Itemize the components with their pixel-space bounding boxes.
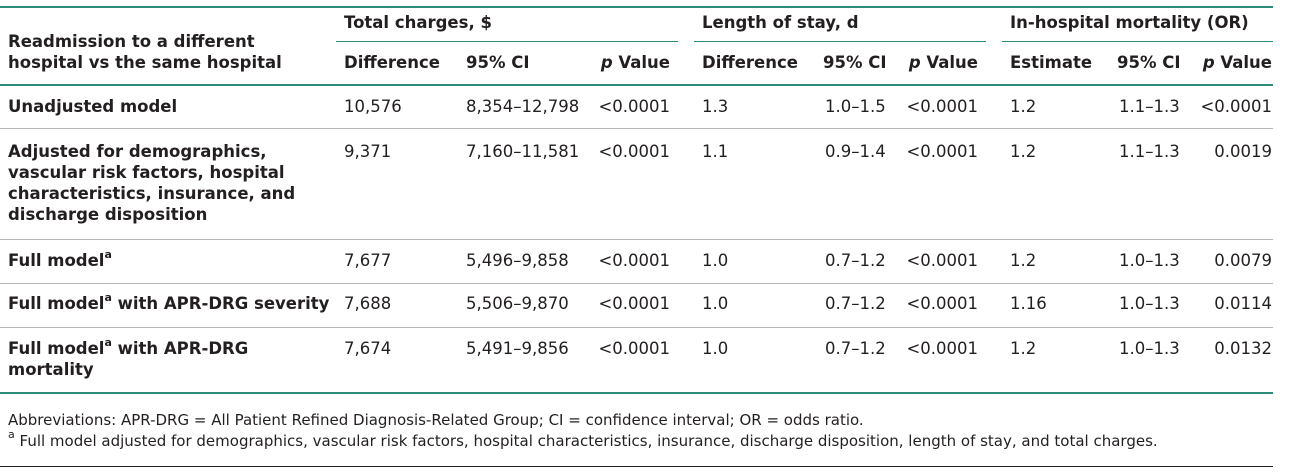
cell-r1-los-ci: 0.9–1.4: [825, 142, 886, 161]
cell-r0-charges-p: <0.0001: [598, 97, 670, 116]
col-header-charges-difference: Difference: [344, 53, 440, 72]
col-header-los-p: p Value: [878, 52, 978, 73]
p-italic: p: [1202, 53, 1215, 72]
cell-r1-charges-diff: 9,371: [344, 142, 392, 161]
cell-r2-mort-est: 1.2: [1010, 251, 1037, 270]
p-value-suffix: Value: [612, 53, 670, 72]
cell-r0-mort-ci: 1.1–1.3: [1119, 97, 1180, 116]
cell-r2-charges-diff: 7,677: [344, 251, 392, 270]
group-underline-total-charges: [336, 41, 678, 42]
cell-r0-charges-ci: 8,354–12,798: [466, 97, 580, 116]
p-value-suffix: Value: [920, 53, 978, 72]
group-underline-length-of-stay: [694, 41, 986, 42]
col-header-los-difference: Difference: [702, 53, 798, 72]
cell-r4-charges-p: <0.0001: [598, 339, 670, 358]
footnote-abbreviations: Abbreviations: APR-DRG = All Patient Ref…: [8, 411, 864, 429]
group-title-total-charges: Total charges, $: [344, 13, 492, 32]
row-label-full-model-mortality: Full modela with APR-DRG mortality: [8, 335, 258, 380]
table-top-rule: [0, 6, 1273, 8]
col-header-mortality-p: p Value: [1172, 52, 1272, 73]
cell-r1-charges-p: <0.0001: [598, 142, 670, 161]
cell-r1-mort-p: 0.0019: [1214, 142, 1272, 161]
cell-r4-mort-est: 1.2: [1010, 339, 1037, 358]
table-bottom-rule: [0, 392, 1273, 394]
cell-r4-los-ci: 0.7–1.2: [825, 339, 886, 358]
col-header-charges-p: p Value: [570, 52, 670, 73]
row-divider: [0, 327, 1273, 328]
cell-r2-los-diff: 1.0: [702, 251, 729, 270]
cell-r3-mort-est: 1.16: [1010, 294, 1047, 313]
p-value-suffix: Value: [1214, 53, 1272, 72]
cell-r3-los-p: <0.0001: [906, 294, 978, 313]
group-underline-mortality: [1002, 41, 1273, 42]
cell-r4-charges-diff: 7,674: [344, 339, 392, 358]
page-bottom-rule: [0, 466, 1273, 467]
cell-r4-charges-ci: 5,491–9,856: [466, 339, 569, 358]
cell-r4-los-diff: 1.0: [702, 339, 729, 358]
cell-r3-los-ci: 0.7–1.2: [825, 294, 886, 313]
cell-r3-mort-p: 0.0114: [1214, 294, 1272, 313]
cell-r1-los-p: <0.0001: [906, 142, 978, 161]
cell-r2-mort-p: 0.0079: [1214, 251, 1272, 270]
cell-r1-los-diff: 1.1: [702, 142, 729, 161]
cell-r3-los-diff: 1.0: [702, 294, 729, 313]
row-divider: [0, 128, 1273, 129]
cell-r1-mort-est: 1.2: [1010, 142, 1037, 161]
cell-r0-los-diff: 1.3: [702, 97, 729, 116]
p-italic: p: [600, 53, 613, 72]
group-title-length-of-stay: Length of stay, d: [702, 13, 859, 32]
header-bottom-rule: [0, 84, 1273, 86]
cell-r1-charges-ci: 7,160–11,581: [466, 142, 580, 161]
footnote-a-text: Full model adjusted for demographics, va…: [14, 432, 1158, 450]
cell-r1-mort-ci: 1.1–1.3: [1119, 142, 1180, 161]
cell-r3-charges-p: <0.0001: [598, 294, 670, 313]
cell-r2-charges-ci: 5,496–9,858: [466, 251, 569, 270]
row-label-text: Full model: [8, 294, 105, 313]
row-label-unadjusted: Unadjusted model: [8, 97, 178, 116]
cell-r3-charges-diff: 7,688: [344, 294, 392, 313]
col-header-mortality-ci: 95% CI: [1117, 53, 1181, 72]
stub-header: Readmission to a different hospital vs t…: [8, 32, 282, 72]
row-label-text: Full model: [8, 251, 105, 270]
row-label-adjusted: Adjusted for demographics, vascular risk…: [8, 142, 296, 224]
row-label-full-model-severity: Full modela with APR-DRG severity: [8, 290, 338, 314]
cell-r0-mort-est: 1.2: [1010, 97, 1037, 116]
cell-r0-charges-diff: 10,576: [344, 97, 402, 116]
col-header-charges-ci: 95% CI: [466, 53, 530, 72]
cell-r3-charges-ci: 5,506–9,870: [466, 294, 569, 313]
col-header-mortality-estimate: Estimate: [1010, 53, 1093, 72]
cell-r4-mort-p: 0.0132: [1214, 339, 1272, 358]
footnote-marker: a: [104, 290, 112, 304]
footnote-a: a Full model adjusted for demographics, …: [8, 428, 1158, 451]
cell-r0-mort-p: <0.0001: [1200, 97, 1272, 116]
row-label-suffix: with APR-DRG severity: [111, 294, 330, 313]
cell-r2-mort-ci: 1.0–1.3: [1119, 251, 1180, 270]
group-title-mortality: In-hospital mortality (OR): [1010, 13, 1249, 32]
row-label-full-model: Full modela: [8, 247, 328, 271]
p-italic: p: [908, 53, 921, 72]
row-label-suffix: with APR-DRG mortality: [8, 339, 249, 379]
cell-r3-mort-ci: 1.0–1.3: [1119, 294, 1180, 313]
footnote-marker: a: [104, 247, 112, 261]
cell-r2-charges-p: <0.0001: [598, 251, 670, 270]
cell-r2-los-p: <0.0001: [906, 251, 978, 270]
row-divider: [0, 283, 1273, 284]
row-label-text: Full model: [8, 339, 105, 358]
cell-r2-los-ci: 0.7–1.2: [825, 251, 886, 270]
footnote-a-marker: a: [8, 428, 15, 441]
row-divider: [0, 239, 1273, 240]
cell-r0-los-p: <0.0001: [906, 97, 978, 116]
cell-r4-los-p: <0.0001: [906, 339, 978, 358]
cell-r4-mort-ci: 1.0–1.3: [1119, 339, 1180, 358]
col-header-los-ci: 95% CI: [823, 53, 887, 72]
footnote-marker: a: [104, 335, 112, 349]
cell-r0-los-ci: 1.0–1.5: [825, 97, 886, 116]
